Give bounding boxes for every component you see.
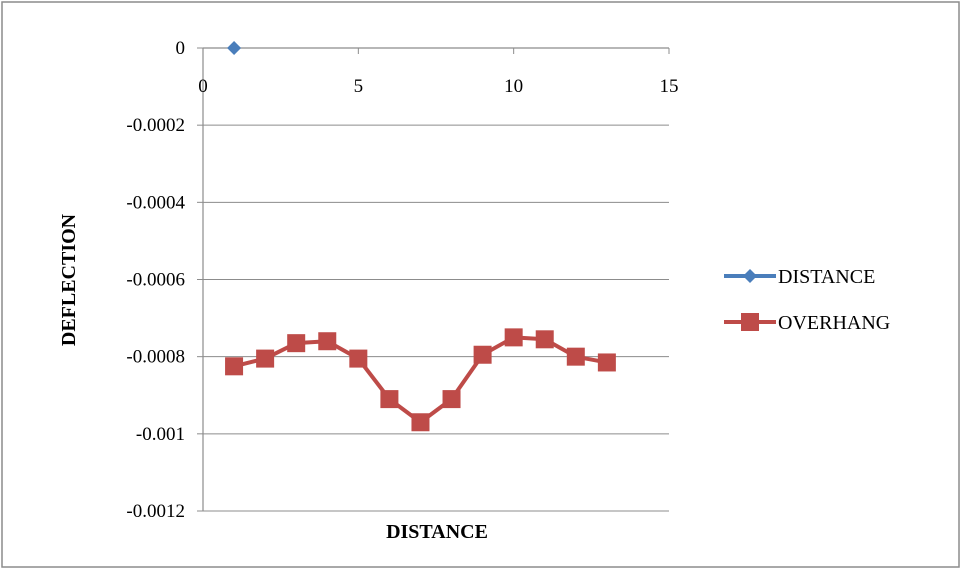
- series-1-point-10: [535, 330, 554, 349]
- axes: [197, 47, 670, 512]
- series-1-point-7: [442, 390, 461, 409]
- y-tick-label-0: 0: [176, 38, 186, 59]
- y-tick-label-6: -0.0012: [126, 501, 185, 522]
- series-0: [227, 41, 242, 55]
- series-1-point-5: [380, 390, 399, 409]
- y-tick-label-4: -0.0008: [126, 347, 185, 368]
- tick-labels: 0 -0.0002 -0.0004 -0.0006 -0.0008 -0.001 -0.00…: [126, 38, 678, 522]
- series-1-point-12: [597, 353, 616, 372]
- series-1: [225, 328, 616, 432]
- legend-label-0: DISTANCE: [778, 266, 875, 288]
- x-tick-label-1: 5: [354, 76, 364, 97]
- legend-label-1: OVERHANG: [778, 312, 890, 334]
- series-0-point-0: [227, 41, 242, 55]
- series-1-point-11: [566, 347, 585, 366]
- series-1-point-4: [349, 349, 368, 368]
- series-1-point-3: [318, 332, 337, 351]
- gridlines: [203, 124, 669, 512]
- legend-marker-0: [743, 269, 757, 283]
- series-1-point-8: [473, 345, 492, 364]
- y-axis-title: DEFLECTION: [58, 213, 80, 346]
- legend-entry-1: OVERHANG: [724, 312, 890, 334]
- series-1-point-2: [287, 334, 306, 353]
- x-tick-label-3: 15: [660, 76, 679, 97]
- y-tick-label-5: -0.001: [136, 424, 185, 445]
- series-1-point-9: [504, 328, 523, 347]
- x-axis-title: DISTANCE: [386, 521, 488, 543]
- legend-entry-0: DISTANCE: [724, 266, 875, 288]
- series-1-point-0: [225, 357, 244, 376]
- series-1-point-6: [411, 413, 430, 432]
- x-tick-label-2: 10: [504, 76, 523, 97]
- series: [225, 41, 616, 432]
- y-tick-label-3: -0.0006: [126, 270, 185, 291]
- y-tick-label-2: -0.0004: [126, 192, 185, 213]
- legend-marker-1: [741, 313, 759, 331]
- x-tick-label-0: 0: [198, 76, 208, 97]
- y-tick-label-1: -0.0002: [126, 115, 185, 136]
- series-1-point-1: [256, 349, 275, 368]
- legend: DISTANCE OVERHANG: [724, 266, 890, 334]
